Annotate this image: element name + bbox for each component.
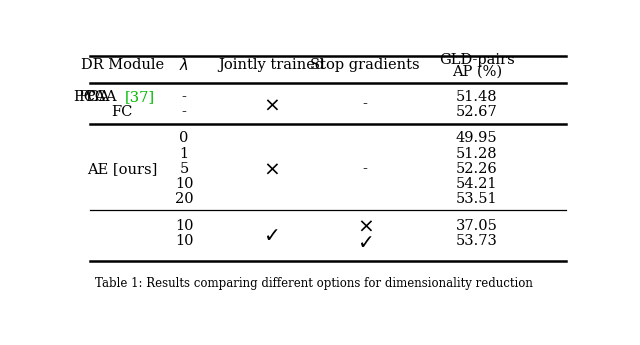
Text: 54.21: 54.21 xyxy=(456,177,497,191)
Text: $\checkmark$: $\checkmark$ xyxy=(263,224,278,244)
Text: $\times$: $\times$ xyxy=(263,159,279,179)
Text: 53.73: 53.73 xyxy=(456,234,498,248)
Text: Jointly trained: Jointly trained xyxy=(218,58,324,72)
Text: FC: FC xyxy=(111,105,133,119)
Text: PCA: PCA xyxy=(86,90,117,104)
Text: DR Module: DR Module xyxy=(81,58,164,72)
Text: 52.26: 52.26 xyxy=(456,162,498,176)
Text: 1: 1 xyxy=(180,147,189,160)
Text: AP (%): AP (%) xyxy=(452,65,502,79)
Text: Table 1: Results comparing different options for dimensionality reduction: Table 1: Results comparing different opt… xyxy=(95,277,532,290)
Text: [37]: [37] xyxy=(125,90,155,104)
Text: 10: 10 xyxy=(175,177,193,191)
Text: -: - xyxy=(182,90,187,104)
Text: 49.95: 49.95 xyxy=(456,131,498,145)
Text: 0: 0 xyxy=(179,131,189,145)
Text: -: - xyxy=(182,105,187,119)
Text: $\times$: $\times$ xyxy=(263,95,279,115)
Text: PCA: PCA xyxy=(78,90,110,104)
Text: GLD-pairs: GLD-pairs xyxy=(439,53,515,67)
Text: AE [ours]: AE [ours] xyxy=(87,162,157,176)
Text: $\checkmark$: $\checkmark$ xyxy=(358,231,373,251)
Text: $\lambda$: $\lambda$ xyxy=(179,57,189,73)
Text: 37.05: 37.05 xyxy=(456,219,498,233)
Text: PCA: PCA xyxy=(74,90,110,104)
Text: $\times$: $\times$ xyxy=(357,216,373,236)
Text: 52.67: 52.67 xyxy=(456,105,498,119)
Text: 5: 5 xyxy=(180,162,189,176)
Text: 51.48: 51.48 xyxy=(456,90,498,104)
Text: 20: 20 xyxy=(175,193,193,206)
Text: 51.28: 51.28 xyxy=(456,147,498,160)
Text: 53.51: 53.51 xyxy=(456,193,498,206)
Text: 10: 10 xyxy=(175,234,193,248)
Text: -: - xyxy=(363,162,367,176)
Text: 10: 10 xyxy=(175,219,193,233)
Text: -: - xyxy=(363,98,367,111)
Text: Stop gradients: Stop gradients xyxy=(310,58,420,72)
